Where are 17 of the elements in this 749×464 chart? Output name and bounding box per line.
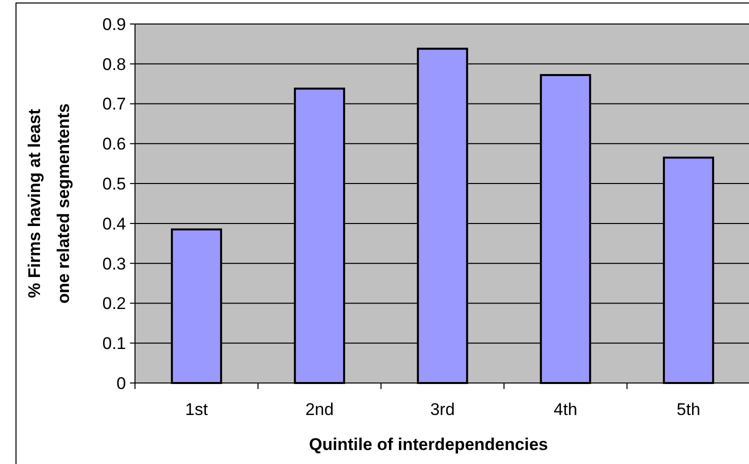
y-tick-label: 0.4 bbox=[102, 214, 126, 234]
y-tick-label: 0.2 bbox=[102, 294, 126, 314]
y-tick-label: 0 bbox=[116, 374, 126, 393]
x-tick-label: 2nd bbox=[305, 400, 334, 419]
y-tick-label: 0.1 bbox=[102, 334, 126, 354]
x-tick-label: 3rd bbox=[430, 400, 455, 419]
x-axis-title: Quintile of interdependencies bbox=[309, 435, 548, 454]
x-tick-label: 5th bbox=[676, 400, 700, 419]
x-tick-label: 4th bbox=[554, 400, 578, 419]
y-tick-label: 0.5 bbox=[102, 174, 126, 194]
y-tick-label: 0.7 bbox=[102, 94, 126, 114]
y-tick-label: 0.6 bbox=[102, 134, 126, 154]
y-axis-title: % Firms having at least one related segmentents bbox=[25, 103, 73, 304]
y-tick-label: 0.8 bbox=[102, 54, 126, 74]
y-tick-label: 0.9 bbox=[102, 14, 126, 34]
y-tick-label: 0.3 bbox=[102, 254, 126, 274]
x-tick-label: 1st bbox=[185, 400, 208, 419]
